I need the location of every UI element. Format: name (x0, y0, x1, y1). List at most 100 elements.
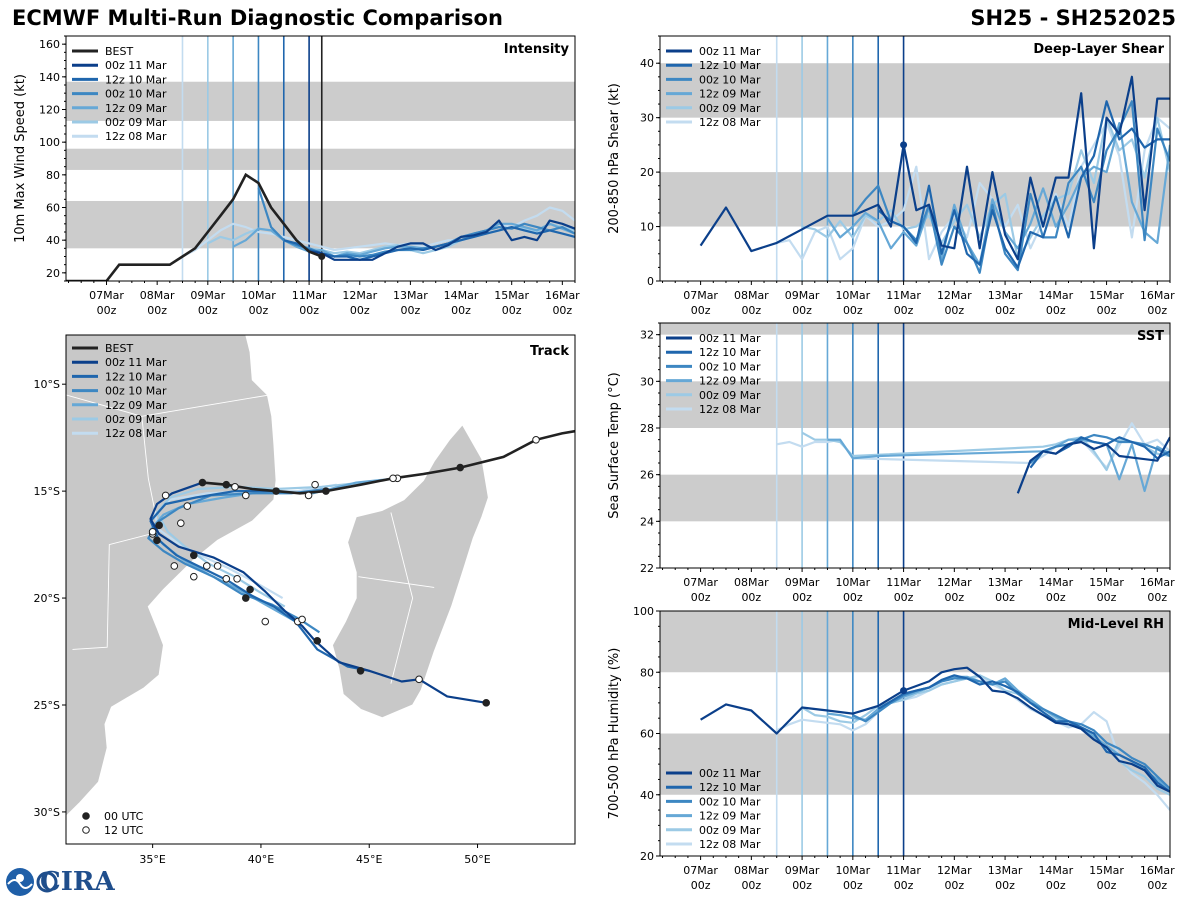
track-marker-12utc (304, 491, 313, 500)
intensity-best-current-point (318, 253, 326, 260)
track-marker-00utc (272, 487, 280, 495)
track-marker-legend-label: 00 UTC (104, 810, 144, 823)
intensity-xtick-label: 00z (198, 304, 218, 317)
track-marker-00utc (241, 594, 250, 602)
intensity-legend-label: 12z 10 Mar (105, 73, 167, 86)
shear-xtick-label: 00z (1097, 304, 1117, 317)
shear-xtick-label: 14Mar (1038, 289, 1073, 302)
sst-xtick-label: 00z (1097, 591, 1117, 604)
shear-ylabel: 200-850 hPa Shear (kt) (607, 83, 622, 234)
intensity-ytick-label: 100 (39, 136, 60, 149)
sst-ytick-label: 32 (640, 329, 654, 342)
sst-xtick-label: 12Mar (937, 576, 972, 589)
sst-xtick-label: 00z (741, 591, 761, 604)
shear-xtick-label: 16Mar (1140, 289, 1175, 302)
sst-xtick-label: 11Mar (886, 576, 921, 589)
track-title: Track (530, 344, 569, 359)
sst-xtick-label: 00z (1147, 591, 1167, 604)
intensity-ytick-label: 140 (39, 71, 60, 84)
rh-legend-label: 00z 09 Mar (699, 824, 761, 837)
track-marker-12utc (183, 502, 192, 510)
sst-ytick-label: 22 (640, 562, 654, 575)
track-legend-label: 00z 11 Mar (105, 356, 167, 369)
intensity-series-00z-11-mar (308, 219, 575, 261)
intensity-ytick-label: 80 (46, 169, 60, 182)
track-marker-00utc (189, 551, 198, 560)
track-marker-00utc (198, 478, 207, 487)
track-marker-00utc (155, 521, 163, 530)
track-ytick-label: 30°S (34, 806, 60, 819)
sst-xtick-label: 00z (894, 591, 914, 604)
track-xtick-label: 35°E (139, 853, 165, 866)
track-series-best (202, 429, 575, 495)
rh-legend-label: 12z 10 Mar (699, 781, 761, 794)
shear-band-1 (660, 63, 1170, 118)
shear-ytick-label: 0 (647, 275, 654, 288)
shear-series-12z-10-mar (877, 100, 1170, 269)
sst-xtick-label: 00z (792, 591, 812, 604)
shear-xtick-label: 00z (995, 304, 1015, 317)
track-series-12z-10-mar (149, 490, 370, 672)
sst-series-00z-10-mar (1029, 433, 1170, 464)
track-legend-label: BEST (105, 342, 133, 355)
shear-series-12z-09-mar (826, 121, 1170, 266)
rh-title: Mid-Level RH (1068, 617, 1164, 632)
shear-xtick-label: 12Mar (937, 289, 972, 302)
rh-ytick-label: 40 (640, 789, 654, 802)
panel-track: 35°E 40°E 45°E 50°E 10°S 15°S 20°S 25°S 30°S Trac… (34, 334, 576, 866)
shear-xtick-label: 00z (1046, 304, 1066, 317)
rh-marker-point (900, 687, 908, 695)
track-marker-00utc (356, 666, 365, 675)
sst-legend-label: 00z 10 Mar (699, 360, 761, 373)
sst-legend-label: 12z 10 Mar (699, 346, 761, 359)
intensity-xtick-label: 00z (350, 304, 370, 317)
sst-series-12z-08-mar (776, 422, 1170, 469)
track-marker-12utc (148, 527, 157, 536)
track-marker-12utc (415, 675, 423, 684)
shear-legend-label: 00z 10 Mar (699, 73, 761, 86)
sst-ylabel: Sea Surface Temp (°C) (607, 372, 622, 519)
intensity-xtick-label: 09Mar (190, 289, 225, 302)
rh-legend-label: 00z 11 Mar (699, 767, 761, 780)
track-marker-12utc (161, 491, 170, 500)
intensity-xtick-label: 00z (401, 304, 421, 317)
rh-legend-label: 00z 10 Mar (699, 795, 761, 808)
sst-ytick-label: 26 (640, 469, 654, 482)
shear-xtick-label: 10Mar (835, 289, 870, 302)
intensity-xtick-label: 13Mar (393, 289, 428, 302)
panel-sst: 22 24 26 28 30 32 07Mar 00z 08Mar 00z 09Mar 00z 10Ma… (607, 322, 1175, 604)
track-plot-area (66, 335, 575, 844)
track-ytick-label: 10°S (34, 378, 60, 391)
rh-xtick-label: 13Mar (988, 864, 1023, 877)
rh-xtick-label: 09Mar (785, 864, 820, 877)
storm-id: SH25 - SH252025 (970, 6, 1176, 30)
sst-band-1 (660, 381, 1170, 428)
intensity-xtick-label: 15Mar (494, 289, 529, 302)
shear-ytick-label: 30 (640, 112, 654, 125)
intensity-xtick-label: 00z (502, 304, 522, 317)
rh-legend-label: 12z 08 Mar (699, 838, 761, 851)
track-ytick-label: 15°S (34, 485, 60, 498)
track-marker-12utc (298, 615, 306, 624)
intensity-xtick-label: 00z (147, 304, 167, 317)
sst-legend-label: 12z 08 Mar (699, 403, 761, 416)
rh-xtick-label: 11Mar (886, 864, 921, 877)
sst-xtick-label: 15Mar (1089, 576, 1124, 589)
intensity-legend-label: BEST (105, 45, 133, 58)
rh-series-00z-10-mar (852, 677, 1170, 790)
intensity-band-0 (66, 200, 575, 249)
sst-xtick-label: 16Mar (1140, 576, 1175, 589)
shear-xtick-label: 13Mar (988, 289, 1023, 302)
intensity-band-1 (66, 148, 575, 170)
intensity-ylabel: 10m Max Wind Speed (kt) (13, 74, 28, 243)
track-marker-00utc (222, 480, 231, 489)
shear-xtick-label: 09Mar (785, 289, 820, 302)
intensity-xtick-label: 08Mar (140, 289, 175, 302)
sst-band-2 (660, 323, 1170, 335)
rh-xtick-label: 16Mar (1140, 864, 1175, 877)
track-marker-00utc (482, 699, 490, 707)
track-marker-00utc (456, 463, 465, 472)
